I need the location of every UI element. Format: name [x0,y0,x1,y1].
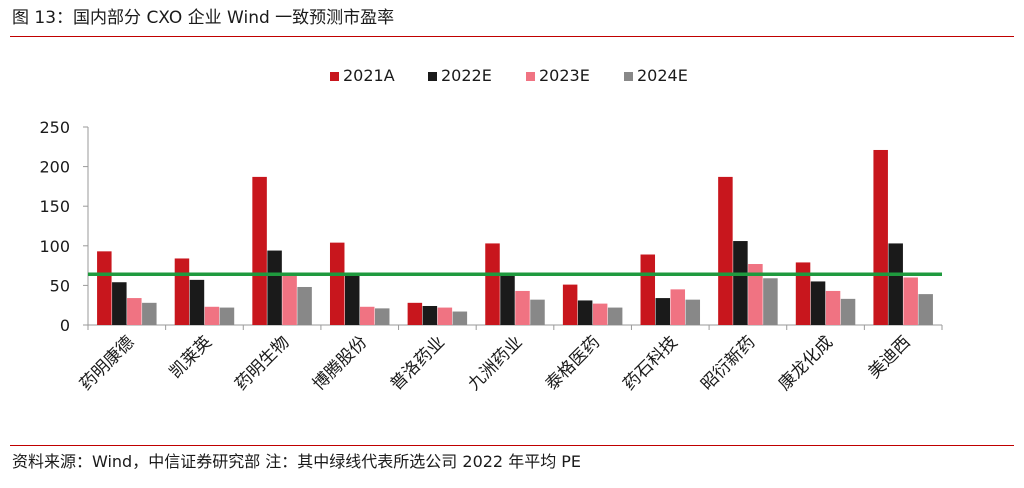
bar-2021a [640,254,656,325]
y-tick-label: 150 [39,197,70,216]
legend-swatch-2024e [624,72,633,81]
bar-2024e [219,307,235,325]
bar-2021a [485,243,500,325]
x-category-label: 美迪西 [865,332,915,382]
y-tick-label: 250 [39,118,70,137]
bar-2024e [297,286,312,325]
x-category-label: 泰格医药 [542,332,604,394]
bar-2024e [530,299,545,325]
bar-2023e [127,298,142,325]
bar-2022e [810,281,826,325]
bar-2022e [577,300,593,325]
bar-2021a [562,284,578,325]
bar-2023e [359,306,375,325]
x-category-label: 昭衍新药 [697,332,759,394]
x-tick-labels: 药明康德 凯莱英 药明生物 博腾股份 普洛药业 九洲药业 泰格医药 药石科技 昭衍新药 康龙化成美… [76,332,915,394]
legend-label: 2023E [539,66,590,85]
bar-2024e [374,308,390,325]
x-category-label: 普洛药业 [387,332,449,394]
bar-2021a [407,302,423,325]
x-category-label: 药石科技 [620,332,682,394]
bar-2022e [422,305,438,325]
bar-2021a [97,251,112,325]
legend-swatch-2023e [526,72,535,81]
bar-2023e [515,290,530,325]
bar-2022e [733,241,748,325]
x-category-label: 凯莱英 [166,332,216,382]
x-category-label: 九洲药业 [464,332,526,394]
x-category-label: 康龙化成 [775,332,837,394]
bar-2021a [252,176,267,325]
bar-2023e [748,264,763,325]
bar-2021a [795,262,811,325]
y-tick-label: 200 [39,158,70,177]
bar-2024e [607,307,623,325]
bar-2024e [840,298,856,325]
top-rule [10,36,1014,37]
bar-2021a [329,242,345,325]
bar-2022e [888,243,903,325]
bar-2024e [142,302,157,325]
bar-chart: 2021A 2022E 2023E 2024E 0 50 100 150 200 250 药明康… [39,66,943,395]
bar-2024e [918,294,933,325]
source-note: 资料来源：Wind，中信证券研究部 注：其中绿线代表所选公司 2022 年平均 … [12,452,582,471]
legend-label: 2021A [343,66,395,85]
bar-2023e [204,306,220,325]
bar-2024e [685,299,701,325]
legend-swatch-2021a [330,72,339,81]
bar-2021a [718,176,733,325]
x-category-label: 博腾股份 [309,332,371,394]
legend-label: 2022E [441,66,492,85]
bar-2021a [873,149,888,325]
bar-2023e [437,307,453,325]
y-tick-label: 50 [50,276,70,295]
bar-2023e [592,303,608,325]
y-tick-label: 100 [39,237,70,256]
bars [97,149,933,325]
bar-2023e [670,289,686,325]
bar-2022e [655,298,671,325]
bar-2023e [903,277,918,325]
y-tick-label: 0 [60,316,70,335]
bar-2022e [500,275,515,325]
bar-2024e [452,311,468,325]
bar-2022e [267,250,282,325]
bar-2021a [174,258,190,325]
bar-2022e [344,274,360,325]
bar-2024e [763,278,778,325]
bar-2023e [282,275,297,325]
x-category-label: 药明生物 [231,332,293,394]
bar-2022e [112,282,127,325]
figure-title: 图 13：国内部分 CXO 企业 Wind 一致预测市盈率 [12,8,395,28]
bar-2022e [189,279,205,325]
x-category-label: 药明康德 [76,332,138,394]
legend-label: 2024E [637,66,688,85]
bar-2023e [825,290,841,325]
legend: 2021A 2022E 2023E 2024E [330,66,688,85]
legend-swatch-2022e [428,72,437,81]
bottom-rule [10,445,1014,446]
